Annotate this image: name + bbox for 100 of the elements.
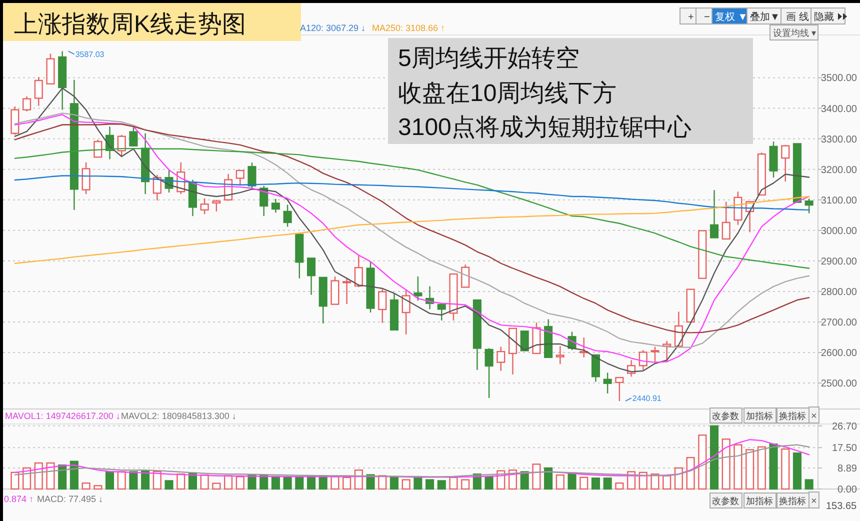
- bar: [152, 470, 162, 490]
- text: 改参数: [712, 496, 739, 506]
- y-tick-label: 26.70: [832, 421, 858, 432]
- text: ×: [811, 411, 817, 422]
- bar: [698, 434, 707, 490]
- bar: [176, 474, 186, 490]
- text: 隐藏: [814, 11, 834, 23]
- chart-title: 上涨指数周K线走势图: [14, 11, 246, 38]
- bar: [82, 482, 90, 490]
- text: 换指标: [779, 496, 806, 506]
- annotation: 设置均线 ▾: [773, 28, 817, 38]
- y-tick-label: 2700.00: [820, 317, 858, 328]
- bar: [46, 462, 55, 490]
- text: +: [688, 12, 694, 23]
- bar: [686, 456, 695, 490]
- bar: [615, 482, 624, 490]
- bar: [141, 470, 150, 490]
- bar: [295, 476, 304, 490]
- annotation: 3100点将成为短期拉锯中心: [398, 114, 692, 141]
- bar: [164, 480, 174, 490]
- bar: [804, 479, 814, 490]
- bar: [105, 471, 114, 490]
- bar: [650, 474, 660, 490]
- y-tick-label: 3000.00: [820, 226, 858, 237]
- text: 加指标: [746, 411, 773, 421]
- y-tick-label: 2800.00: [820, 286, 858, 298]
- text: 153.65: [826, 501, 858, 512]
- y-tick-label: 3500.00: [820, 73, 858, 84]
- bar: [722, 438, 730, 490]
- bar: [591, 478, 600, 490]
- bar: [734, 444, 742, 490]
- bar: [342, 476, 352, 490]
- bar: [224, 475, 233, 490]
- bar: [674, 467, 683, 490]
- bar: [414, 478, 422, 490]
- y-tick-label: 2500.00: [820, 378, 858, 390]
- text: −: [704, 12, 710, 23]
- bar: [212, 482, 221, 490]
- text: 画 线: [786, 11, 809, 23]
- bar: [544, 467, 553, 490]
- bar: [426, 479, 434, 490]
- text: 叠加▼: [750, 11, 780, 23]
- bar: [580, 476, 588, 490]
- bar: [568, 472, 576, 490]
- bar: [484, 476, 494, 490]
- bar: [283, 476, 292, 490]
- annotation: 3587.03: [75, 50, 105, 60]
- bar: [769, 443, 778, 490]
- bar: [117, 471, 126, 490]
- bar: [390, 476, 398, 490]
- bar: [556, 474, 564, 490]
- text: ×: [811, 496, 817, 507]
- bar: [781, 448, 790, 490]
- text: 换指标: [779, 411, 806, 421]
- bar: [461, 479, 470, 490]
- bar: [236, 476, 244, 490]
- text: 0.874 ↑: [4, 494, 34, 504]
- candlestick: [58, 50, 67, 110]
- text: MACD: 77.495 ↓: [37, 494, 104, 504]
- y-tick-label: 3200.00: [820, 164, 858, 176]
- text: 加指标: [746, 496, 773, 506]
- bar: [757, 446, 766, 490]
- y-tick-label: 2600.00: [820, 348, 858, 360]
- bar: [449, 476, 458, 490]
- candlestick: [271, 198, 280, 214]
- y-tick-label: 2900.00: [820, 256, 858, 268]
- y-tick-label: 3300.00: [820, 134, 858, 146]
- annotation: 5周均线开始转空: [398, 45, 580, 72]
- candlestick: [70, 79, 78, 211]
- bar: [662, 475, 672, 490]
- bar: [710, 425, 719, 490]
- bar: [129, 471, 138, 490]
- y-tick-label: 8.89: [838, 463, 858, 474]
- y-tick-label: 17.50: [832, 443, 858, 454]
- y-tick-label: 3100.00: [820, 195, 858, 206]
- bar: [200, 474, 209, 490]
- bar: [746, 449, 754, 490]
- y-tick-label: 0.00: [838, 484, 858, 496]
- bar: [34, 462, 43, 490]
- bar: [10, 472, 20, 490]
- bar: [603, 478, 612, 490]
- text: 改参数: [712, 411, 739, 421]
- bar: [532, 464, 541, 490]
- bar: [354, 469, 363, 490]
- annotation: 收盘在10周均线下方: [398, 80, 617, 107]
- bar: [271, 476, 280, 490]
- annotation: 2440.91: [632, 394, 662, 404]
- line-series: [14, 196, 810, 264]
- bar: [520, 471, 529, 490]
- text: MAVOL2: 1809845813.300 ↓: [121, 411, 236, 421]
- candlestick: [556, 346, 564, 365]
- bar: [402, 479, 410, 490]
- y-tick-label: 3400.00: [820, 104, 858, 115]
- text: MA250: 3108.66 ↑: [372, 23, 446, 33]
- bar: [792, 452, 802, 490]
- text: A120: 3067.29 ↓: [300, 23, 366, 33]
- bar: [437, 480, 446, 490]
- text: MAVOL1: 1497426617.200 ↓: [5, 411, 120, 421]
- text: 复权 ▼: [715, 11, 748, 23]
- bar: [94, 485, 102, 490]
